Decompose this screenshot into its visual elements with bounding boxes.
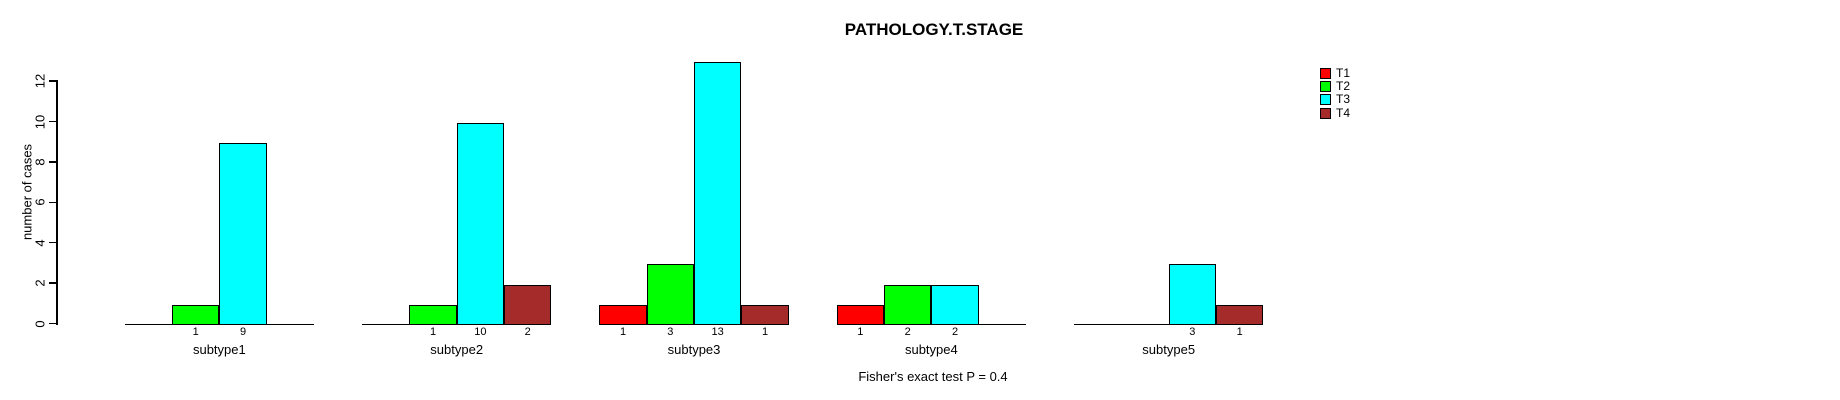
bar-t2-subtype2 — [409, 304, 457, 325]
bar-value-label: 1 — [761, 326, 769, 338]
bar-t4-subtype3 — [741, 304, 789, 325]
y-tick-label: 2 — [32, 279, 48, 287]
category-label: subtype3 — [667, 342, 721, 357]
bar-t3-subtype3 — [694, 62, 742, 325]
y-tick-label: 10 — [32, 114, 48, 129]
y-tick-mark — [49, 241, 56, 244]
bar-value-label: 2 — [904, 326, 911, 338]
y-tick-label: 6 — [32, 198, 48, 206]
legend-label: T2 — [1336, 78, 1351, 93]
category-label: subtype1 — [192, 342, 246, 357]
legend-label: T3 — [1336, 92, 1351, 107]
bar-value-label: 1 — [619, 326, 627, 338]
chart-title: PATHOLOGY.T.STAGE — [844, 20, 1024, 39]
bar-value-label: 1 — [857, 326, 864, 338]
legend-swatch-t2 — [1320, 80, 1331, 92]
bar-value-label: 1 — [1236, 326, 1243, 338]
bar-t3-subtype5 — [1168, 264, 1216, 325]
bar-value-label: 2 — [524, 326, 531, 338]
category-label: subtype4 — [904, 342, 958, 357]
bar-t2-subtype4 — [884, 284, 932, 325]
legend-label: T4 — [1336, 105, 1351, 120]
bar-value-label: 3 — [1189, 326, 1196, 338]
bar-value-label: 1 — [192, 326, 199, 338]
bar-t3-subtype2 — [456, 123, 505, 325]
bar-t3-subtype4 — [931, 284, 979, 325]
category-label: subtype2 — [430, 342, 484, 357]
legend-swatch-t1 — [1320, 67, 1331, 79]
y-tick-label: 4 — [32, 239, 48, 247]
legend-swatch-t3 — [1320, 94, 1331, 106]
fisher-test-annotation: Fisher's exact test P = 0.4 — [858, 369, 1008, 384]
bar-value-label: 13 — [711, 326, 724, 338]
y-tick-mark — [49, 120, 56, 123]
y-tick-label: 0 — [32, 319, 48, 328]
bar-value-label: 1 — [429, 326, 437, 338]
y-tick-mark — [49, 80, 56, 82]
y-tick-mark — [49, 201, 56, 204]
bar-t1-subtype3 — [599, 304, 647, 325]
legend-swatch-t4 — [1320, 107, 1331, 119]
bar-t1-subtype4 — [836, 304, 885, 325]
y-tick-mark — [49, 282, 56, 284]
category-label: subtype5 — [1142, 342, 1196, 357]
bar-t2-subtype3 — [646, 264, 695, 325]
group-baseline — [124, 323, 314, 325]
bar-value-label: 2 — [951, 326, 959, 338]
bar-value-label: 10 — [474, 326, 487, 338]
bar-t2-subtype1 — [172, 304, 220, 325]
bar-value-label: 9 — [239, 326, 247, 338]
y-axis-line — [56, 80, 58, 325]
bar-t4-subtype2 — [504, 284, 552, 325]
y-tick-mark — [49, 161, 56, 163]
bar-t3-subtype1 — [219, 143, 267, 325]
legend-label: T1 — [1336, 65, 1351, 80]
y-tick-label: 8 — [32, 158, 48, 166]
bar-value-label: 3 — [667, 326, 674, 338]
y-tick-mark — [49, 322, 56, 325]
y-tick-label: 12 — [32, 73, 48, 89]
bar-t4-subtype5 — [1216, 304, 1264, 325]
